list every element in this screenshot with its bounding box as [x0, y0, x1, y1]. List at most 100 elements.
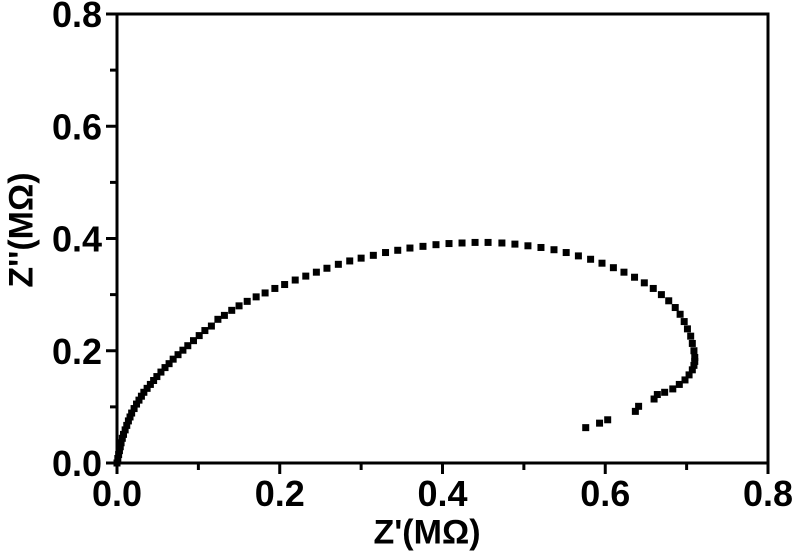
- plot-border: [115, 12, 770, 465]
- data-point-marker: [252, 293, 260, 301]
- data-point-marker: [165, 360, 173, 368]
- data-point-marker: [650, 395, 658, 403]
- data-point-marker: [228, 306, 236, 314]
- data-point-marker: [169, 355, 177, 363]
- data-point-marker: [157, 368, 165, 376]
- data-point-marker: [153, 373, 161, 381]
- data-point-marker: [146, 380, 154, 388]
- data-point-marker: [631, 273, 639, 281]
- data-point-marker: [498, 239, 506, 247]
- y-tick-label: 0.6: [52, 106, 102, 147]
- data-point-marker: [675, 380, 683, 388]
- x-tick-label: 0.8: [743, 473, 793, 514]
- data-point-marker: [369, 251, 377, 259]
- data-point-marker: [609, 264, 617, 272]
- data-point-marker: [419, 242, 427, 250]
- data-point-marker: [574, 252, 582, 260]
- data-point-marker: [195, 332, 203, 340]
- data-point-marker: [117, 439, 125, 447]
- data-point-marker: [687, 332, 695, 340]
- data-point-marker: [357, 254, 365, 262]
- y-tick-label: 0.2: [52, 331, 102, 372]
- data-point-marker: [126, 413, 134, 421]
- y-tick-label: 0.8: [52, 0, 102, 35]
- data-point-marker: [681, 376, 689, 384]
- data-point-marker: [688, 339, 696, 347]
- data-point-marker: [116, 443, 124, 451]
- data-point-marker: [189, 337, 197, 345]
- data-point-marker: [137, 392, 145, 400]
- data-point-marker: [128, 409, 136, 417]
- data-point-marker: [458, 239, 466, 247]
- data-point-marker: [676, 310, 684, 318]
- data-point-marker: [179, 346, 187, 354]
- data-point-marker: [271, 284, 279, 292]
- data-point-marker: [140, 388, 148, 396]
- data-point-marker: [604, 416, 612, 424]
- data-point-marker: [235, 302, 243, 310]
- data-point-marker: [174, 351, 182, 359]
- data-point-marker: [312, 268, 320, 276]
- data-point-marker: [671, 304, 679, 312]
- data-point-marker: [323, 264, 331, 272]
- y-tick-label: 0.0: [52, 443, 102, 484]
- data-point-marker: [685, 371, 693, 379]
- y-axis-title: Z''(MΩ): [2, 172, 41, 288]
- data-point-marker: [598, 259, 606, 267]
- data-point-marker: [562, 249, 570, 257]
- data-point-marker: [281, 281, 289, 289]
- data-point-marker: [649, 284, 657, 292]
- data-point-marker: [582, 424, 590, 432]
- data-point-marker: [690, 347, 698, 355]
- data-point-marker: [115, 447, 123, 455]
- data-point-marker: [691, 353, 699, 361]
- data-point-marker: [118, 434, 126, 442]
- data-point-marker: [680, 318, 688, 326]
- data-point-marker: [334, 260, 342, 268]
- data-point-marker: [635, 402, 643, 410]
- data-point-marker: [484, 238, 492, 246]
- data-point-marker: [214, 315, 222, 323]
- data-point-marker: [394, 246, 402, 254]
- data-point-marker: [114, 455, 122, 463]
- data-point-marker: [596, 419, 604, 427]
- data-point-marker: [550, 246, 558, 254]
- data-point-marker: [113, 459, 121, 467]
- data-point-marker: [683, 325, 691, 333]
- data-point-marker: [201, 327, 209, 335]
- data-point-marker: [207, 322, 215, 330]
- data-point-marker: [653, 391, 661, 399]
- data-point-marker: [243, 297, 251, 305]
- data-point-marker: [161, 364, 169, 372]
- data-point-marker: [143, 384, 151, 392]
- data-point-marker: [346, 257, 354, 265]
- data-point-marker: [406, 244, 414, 252]
- data-point-marker: [661, 388, 669, 396]
- data-point-marker: [691, 357, 699, 365]
- data-point-marker: [524, 242, 532, 250]
- y-tick-label: 0.4: [52, 219, 102, 260]
- data-point-marker: [261, 289, 269, 297]
- x-tick-label: 0.6: [580, 473, 630, 514]
- data-point-marker: [123, 421, 131, 429]
- data-point-marker: [537, 243, 545, 251]
- data-point-marker: [291, 276, 299, 284]
- x-axis-title: Z'(MΩ): [373, 513, 481, 552]
- x-tick-label: 0.0: [92, 473, 142, 514]
- data-point-marker: [184, 342, 192, 350]
- data-point-marker: [471, 238, 479, 246]
- data-point-marker: [587, 255, 595, 263]
- data-point-marker: [640, 279, 648, 287]
- data-point-marker: [115, 451, 123, 459]
- data-point-marker: [445, 240, 453, 248]
- data-point-marker: [120, 430, 128, 438]
- data-point-marker: [220, 311, 228, 319]
- data-point-marker: [302, 272, 310, 280]
- data-point-marker: [130, 405, 138, 413]
- data-point-marker: [432, 241, 440, 249]
- x-tick-label: 0.2: [255, 473, 305, 514]
- data-point-marker: [669, 385, 677, 393]
- data-point-marker: [511, 240, 519, 248]
